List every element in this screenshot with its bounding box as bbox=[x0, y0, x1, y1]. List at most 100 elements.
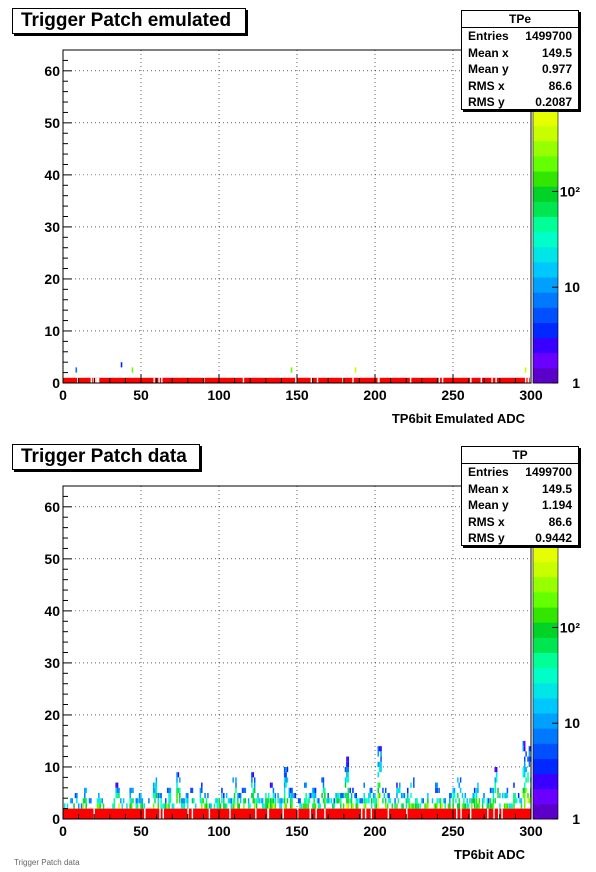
heatmap-cell bbox=[528, 761, 531, 767]
heatmap-cell bbox=[347, 798, 350, 804]
heatmap-cell bbox=[378, 766, 381, 773]
heatmap-cell bbox=[63, 803, 66, 809]
heatmap-cell bbox=[400, 803, 403, 809]
heatmap-cell bbox=[98, 798, 100, 804]
heatmap-cell bbox=[252, 792, 255, 799]
heatmap-cell bbox=[363, 798, 365, 804]
heatmap-cell bbox=[450, 792, 453, 799]
heatmap-cell bbox=[177, 787, 180, 793]
panel-data: 0 50 100 150 200 250 300 0 10 20 30 40 50 60 TP6bit AD… bbox=[0, 436, 596, 872]
heatmap-cell bbox=[396, 792, 398, 799]
heatmap-cell bbox=[352, 787, 354, 793]
heatmap-cell bbox=[522, 746, 525, 752]
heatmap-cell bbox=[419, 803, 422, 809]
heatmap-cell bbox=[116, 787, 119, 793]
heatmap-cell bbox=[349, 787, 351, 793]
heatmap-cell bbox=[503, 803, 506, 809]
heatmap-cell bbox=[457, 777, 459, 783]
heatmap-cell bbox=[204, 803, 206, 809]
colorbar-segment bbox=[533, 216, 558, 233]
heatmap-cell bbox=[253, 787, 256, 793]
heatmap-gap bbox=[296, 808, 299, 819]
heatmap-cell bbox=[291, 798, 293, 804]
heatmap-cell bbox=[179, 777, 181, 783]
heatmap-cell bbox=[461, 803, 464, 809]
heatmap-cell bbox=[113, 798, 116, 804]
heatmap-cell bbox=[406, 798, 409, 804]
heatmap-cell bbox=[486, 803, 489, 809]
heatmap-cell bbox=[464, 792, 467, 799]
heatmap-cell bbox=[324, 787, 326, 793]
heatmap-cell bbox=[130, 798, 133, 804]
heatmap-cell bbox=[384, 787, 387, 793]
colorbar-segment bbox=[533, 125, 558, 142]
heatmap-cell bbox=[374, 792, 376, 799]
heatmap-cell bbox=[501, 792, 504, 799]
heatmap-cell bbox=[380, 756, 382, 762]
heatmap-cell bbox=[346, 777, 348, 783]
heatmap-cell bbox=[374, 798, 376, 804]
heatmap-cell bbox=[85, 798, 87, 804]
heatmap-cell bbox=[368, 798, 370, 804]
heatmap-cell bbox=[223, 798, 225, 804]
heatmap-cell bbox=[286, 777, 289, 783]
heatmap-cell bbox=[377, 787, 379, 793]
heatmap-cell bbox=[243, 798, 245, 804]
heatmap-cell bbox=[449, 792, 451, 799]
heatmap-cell bbox=[340, 792, 342, 799]
heatmap-cell bbox=[176, 777, 178, 783]
heatmap-cell bbox=[205, 803, 208, 809]
heatmap-gap bbox=[162, 808, 164, 819]
heatmap-cell bbox=[487, 798, 490, 804]
heatmap-cell bbox=[322, 787, 325, 793]
heatmap-cell bbox=[370, 803, 373, 809]
heatmap-cell bbox=[494, 777, 496, 783]
heatmap-cell bbox=[469, 798, 471, 804]
heatmap-cell bbox=[350, 803, 353, 809]
colorbar-segment bbox=[533, 697, 558, 714]
heatmap-cell bbox=[154, 787, 156, 793]
heatmap-cell bbox=[120, 798, 122, 804]
heatmap-cell bbox=[513, 798, 515, 804]
heatmap-cell bbox=[85, 787, 87, 793]
heatmap-cell bbox=[155, 782, 158, 788]
heatmap-cell bbox=[230, 803, 233, 809]
heatmap-cell bbox=[489, 787, 492, 793]
heatmap-cell bbox=[243, 803, 245, 809]
heatmap-cell bbox=[439, 803, 442, 809]
heatmap-cell bbox=[267, 798, 270, 804]
heatmap-cell bbox=[363, 782, 365, 788]
heatmap-cell bbox=[180, 803, 183, 809]
heatmap-cell bbox=[413, 803, 415, 809]
heatmap-cell bbox=[513, 792, 515, 799]
heatmap-cell bbox=[378, 782, 381, 788]
heatmap-cell bbox=[509, 803, 512, 809]
heatmap-cell bbox=[305, 798, 307, 804]
heatmap-gap bbox=[529, 377, 532, 383]
heatmap-cell bbox=[138, 798, 141, 804]
heatmap-cell bbox=[455, 798, 457, 804]
heatmap-cell bbox=[182, 798, 184, 804]
heatmap-cell bbox=[508, 803, 511, 809]
heatmap-cell bbox=[321, 777, 323, 783]
x-tick-label: 150 bbox=[285, 387, 309, 403]
stats-box-emulated: TPe Entries 1499700 Mean x 149.5 Mean y 0.9… bbox=[461, 10, 579, 110]
heatmap-gap bbox=[153, 377, 155, 383]
x-tick-label: 300 bbox=[519, 387, 543, 403]
heatmap-cell bbox=[288, 787, 291, 793]
heatmap-cell bbox=[283, 766, 286, 773]
heatmap-cell bbox=[408, 798, 410, 804]
heatmap-cell bbox=[185, 792, 188, 799]
heatmap-cell bbox=[168, 803, 170, 809]
heatmap-cell bbox=[336, 792, 339, 799]
heatmap-cell bbox=[463, 798, 465, 804]
heatmap-cell bbox=[293, 792, 295, 799]
heatmap-cell bbox=[342, 803, 345, 809]
heatmap-cell bbox=[263, 803, 265, 809]
heatmap-cell bbox=[382, 798, 384, 804]
heatmap-cell bbox=[346, 766, 348, 773]
heatmap-cell bbox=[520, 798, 523, 804]
heatmap-gap bbox=[342, 377, 344, 383]
heatmap-cell bbox=[355, 798, 357, 804]
heatmap-cell bbox=[82, 803, 85, 809]
